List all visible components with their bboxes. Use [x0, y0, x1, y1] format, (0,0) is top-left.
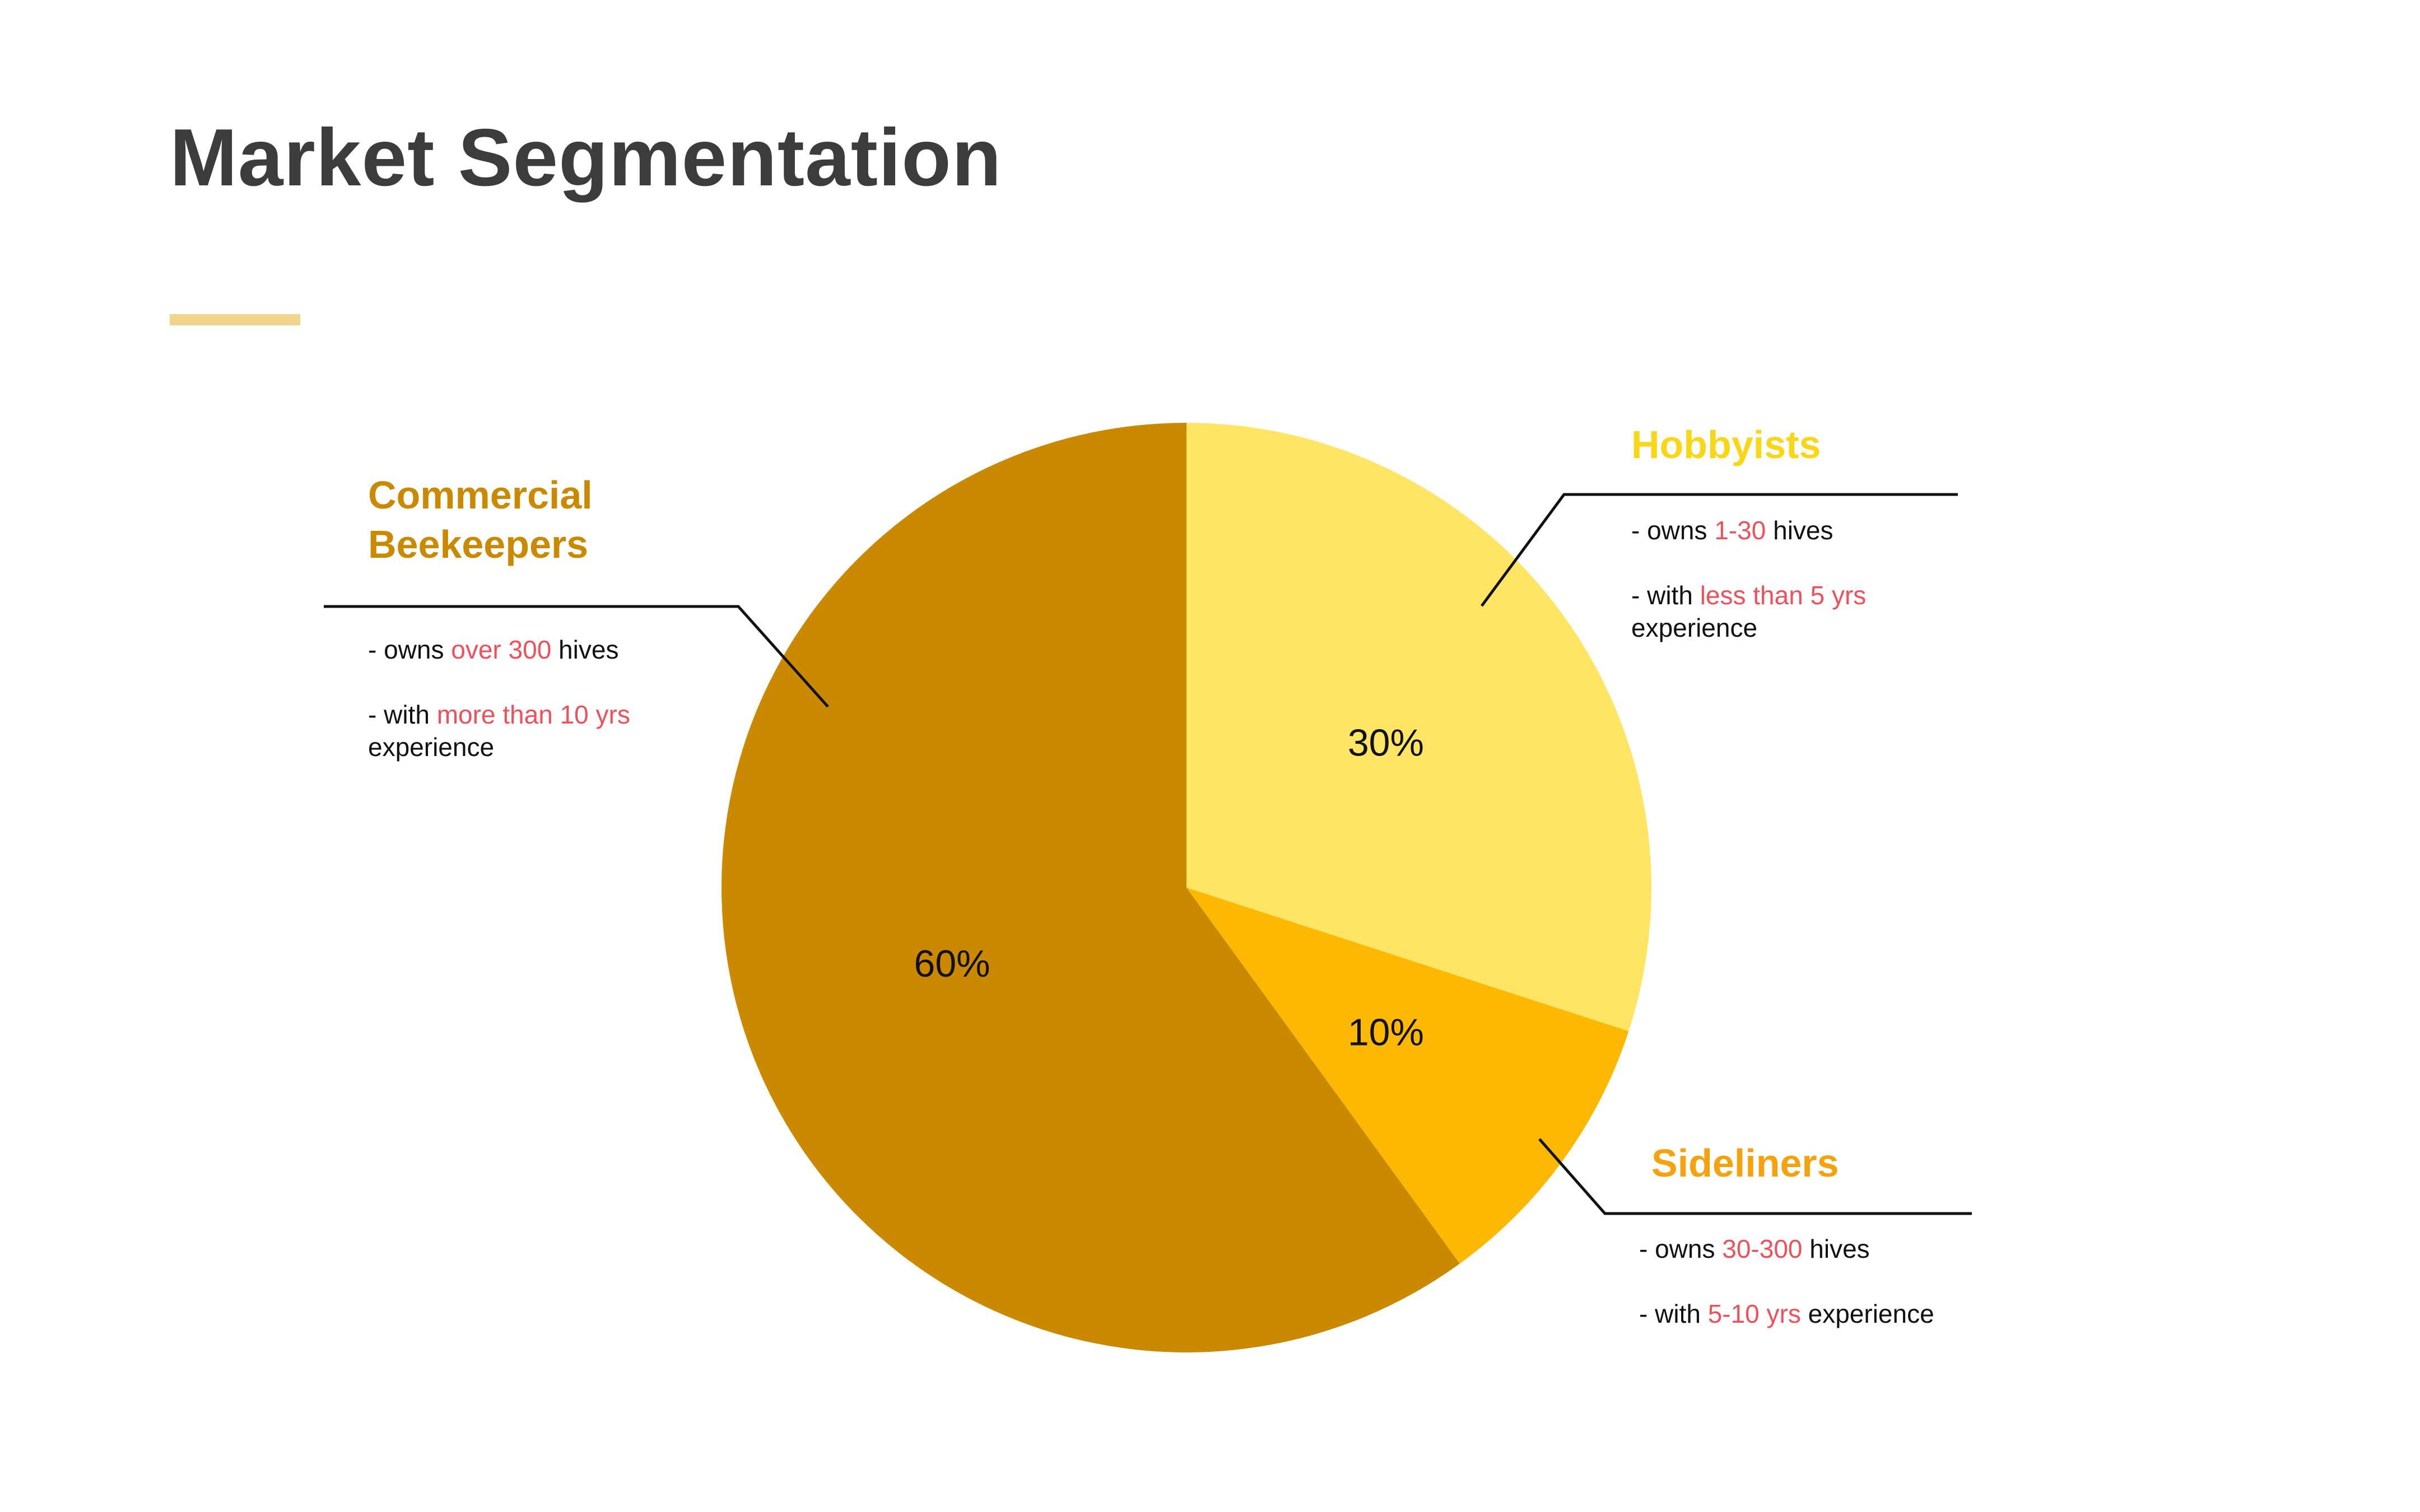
- segment-title-commercial-line1: Commercial: [368, 473, 593, 517]
- leader-line-sideliners: [1538, 1138, 1972, 1215]
- sideliners-owns-line: - owns 30-300 hives: [1639, 1233, 1934, 1265]
- commercial-owns-prefix: - owns: [368, 635, 452, 664]
- commercial-exp-prefix: - with: [368, 700, 437, 729]
- segment-title-commercial: Commercial Beekeepers: [368, 470, 593, 569]
- sideliners-exp-suffix: experience: [1800, 1299, 1934, 1328]
- segment-title-hobbyists: Hobbyists: [1631, 423, 1821, 466]
- leader-line-commercial: [324, 605, 829, 708]
- hobbyists-owns-value: 1-30: [1714, 516, 1766, 545]
- sideliners-exp-prefix: - with: [1639, 1299, 1708, 1328]
- leader-line-hobbyists: [1480, 493, 1958, 607]
- leader-lines: [324, 493, 1972, 1215]
- segment-desc-commercial: - owns over 300 hives - with more than 1…: [368, 633, 630, 763]
- hobbyists-exp-suffix: experience: [1631, 613, 1758, 642]
- title-accent-bar: [170, 314, 300, 325]
- commercial-owns-line: - owns over 300 hives: [368, 633, 630, 666]
- pie-value-labels: 30% 10% 60%: [914, 721, 1424, 1053]
- sideliners-exp-line: - with 5-10 yrs experience: [1639, 1298, 1934, 1330]
- commercial-owns-value: over 300: [451, 635, 552, 664]
- hobbyists-exp-value: less than 5 yrs: [1700, 581, 1867, 610]
- hobbyists-exp-prefix: - with: [1631, 581, 1700, 610]
- segment-desc-hobbyists: - owns 1-30 hives - with less than 5 yrs…: [1631, 514, 1866, 644]
- pie-slices: [721, 423, 1652, 1353]
- pie-slice-sideliners: [1186, 888, 1629, 1264]
- sideliners-exp-value: 5-10 yrs: [1707, 1299, 1801, 1328]
- hobbyists-exp-line: - with less than 5 yrs experience: [1631, 579, 1866, 644]
- hobbyists-owns-line: - owns 1-30 hives: [1631, 514, 1866, 547]
- segment-title-sideliners: Sideliners: [1651, 1141, 1839, 1185]
- sideliners-owns-value: 30-300: [1722, 1234, 1803, 1263]
- commercial-exp-value: more than 10 yrs: [436, 700, 630, 729]
- commercial-exp-line: - with more than 10 yrs experience: [368, 698, 630, 763]
- pie-value-label-sideliners: 10%: [1348, 1011, 1424, 1054]
- pie-value-label-hobbyists: 30%: [1348, 721, 1424, 764]
- sideliners-owns-prefix: - owns: [1639, 1234, 1723, 1263]
- hobbyists-owns-prefix: - owns: [1631, 516, 1715, 545]
- pie-value-label-commercial-beekeepers: 60%: [914, 942, 990, 985]
- segment-desc-sideliners: - owns 30-300 hives - with 5-10 yrs expe…: [1639, 1233, 1934, 1330]
- pie-slice-hobbyists: [1186, 423, 1652, 1032]
- pie-slice-commercial-beekeepers: [721, 423, 1460, 1353]
- hobbyists-owns-suffix: hives: [1766, 516, 1833, 545]
- commercial-owns-suffix: hives: [551, 635, 619, 664]
- slide-title: Market Segmentation: [170, 112, 1002, 203]
- commercial-exp-suffix: experience: [368, 732, 495, 762]
- segment-title-commercial-line2: Beekeepers: [368, 522, 589, 566]
- sideliners-owns-suffix: hives: [1802, 1234, 1870, 1263]
